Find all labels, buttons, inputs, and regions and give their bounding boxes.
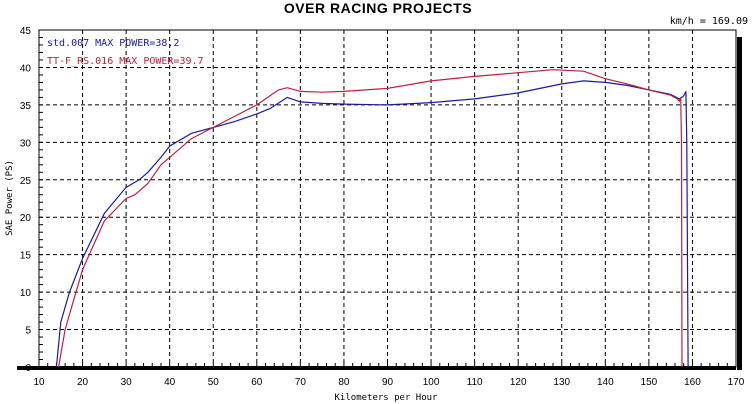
y-tick-label: 40 [20,63,32,74]
y-tick-label: 15 [20,251,32,262]
x-tick-label: 80 [338,377,350,388]
x-tick-label: 50 [208,377,220,388]
axes: 10 20 30 40 50 60 70 80 90 100 110 120 130 140 150 160 1… [17,26,745,388]
speed-readout: km/h = 169.09 [669,16,748,27]
x-tick-label: 20 [77,377,89,388]
y-tick-label: 30 [20,138,32,149]
x-tick-label: 30 [121,377,133,388]
x-tick-label: 150 [641,377,658,388]
x-tick-label: 120 [510,377,527,388]
legend-entry-blue: std.007 MAX POWER=38.2 [47,38,179,49]
x-tick-label: 70 [295,377,307,388]
x-axis-label: Kilometers per Hour [335,393,439,403]
chart-title: OVER RACING PROJECTS [283,0,473,16]
grid [38,29,737,368]
y-tick-label: 35 [20,101,32,112]
y-axis-label: SAE Power (PS) [5,160,15,236]
x-tick-label: 110 [467,377,483,388]
legend-entry-red: TT-F_RS.016 MAX POWER=39.7 [47,56,204,67]
y-tick-label: 25 [20,176,32,187]
x-tick-label: 10 [33,377,45,388]
x-tick-label: 90 [382,377,394,388]
right-scroll-bar [737,37,742,370]
series-lines [55,69,689,368]
x-tick-label: 140 [597,377,614,388]
x-tick-label: 100 [423,377,440,388]
x-tick-label: 130 [553,377,570,388]
y-tick-label: 45 [20,26,32,37]
x-tick-label: 40 [164,377,176,388]
x-tick-label: 60 [251,377,263,388]
series-line-1 [58,69,683,368]
y-tick-label: 10 [20,288,32,299]
y-tick-label: 5 [25,326,31,337]
y-tick-label: 20 [20,213,32,224]
x-tick-label: 160 [684,377,701,388]
x-tick-label: 170 [728,377,745,388]
